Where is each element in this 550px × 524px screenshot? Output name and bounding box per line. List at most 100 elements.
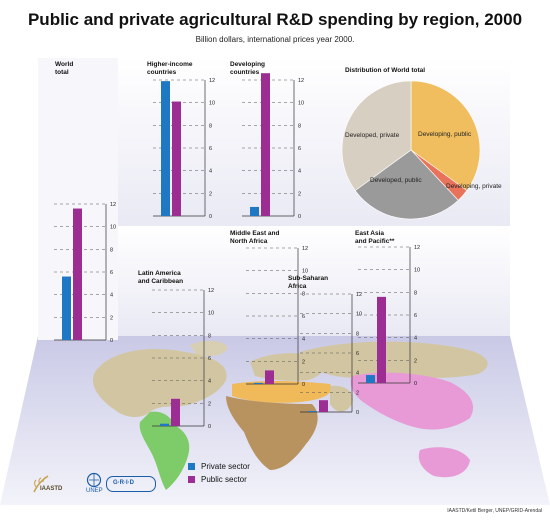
tick-label-eap: 12: [414, 245, 420, 251]
tick-label-developing: 8: [298, 123, 301, 129]
bar-chart-developing: 0 2 4 6 8 10 12 Developing countries: [230, 61, 304, 220]
tick-label-higher: 12: [209, 78, 215, 84]
tick-label-mena: 4: [302, 337, 305, 343]
tick-label-developing: 2: [298, 191, 301, 197]
tick-label-latam: 6: [208, 356, 211, 362]
pie-label-developing-private: Developing, private: [446, 183, 502, 190]
legend-swatch-public: [188, 476, 195, 483]
tick-label-ssa: 12: [356, 292, 362, 298]
tick-label-developing: 12: [298, 78, 304, 84]
bar-charts: 0 2 4 6 8 10 12 World total 0 2 4 6 8 10 12 Higher-incom…: [54, 61, 420, 430]
bar-latam-private: [160, 423, 169, 426]
tick-label-ssa: 8: [356, 331, 359, 337]
tick-label-latam: 0: [208, 424, 211, 430]
bar-eap-public: [377, 296, 386, 383]
tick-label-world: 0: [110, 338, 113, 344]
tick-label-developing: 6: [298, 146, 301, 152]
tick-label-world: 6: [110, 270, 113, 276]
panel-title-mena: Middle East and North Africa: [230, 230, 280, 245]
tick-label-mena: 12: [302, 246, 308, 252]
bar-latam-public: [171, 398, 180, 426]
map-latin-america: [139, 411, 190, 490]
grid-logo: G·R·I·D: [106, 476, 156, 492]
map-russia: [300, 341, 488, 379]
map-south-asia: [330, 385, 353, 412]
legend-swatch-private: [188, 463, 195, 470]
bar-higher-public: [172, 101, 181, 216]
panel-title-ssa: Sub-Saharan Africa: [288, 275, 328, 290]
pie-label-developed-private: Developed, private: [345, 132, 400, 139]
map-australia: [418, 447, 470, 478]
panel-title-latam: Latin America and Caribbean: [138, 270, 183, 285]
tick-label-higher: 4: [209, 169, 212, 175]
tick-label-higher: 10: [209, 101, 215, 107]
map-greenland: [190, 340, 228, 356]
map-mena: [232, 381, 332, 403]
bar-chart-eap: 0 2 4 6 8 10 12 East Asia and Pacific**: [355, 230, 420, 387]
tick-label-world: 2: [110, 315, 113, 321]
tick-label-eap: 10: [414, 268, 420, 274]
source-credit: IAASTD/Ketil Berger, UNEP/GRID-Arendal: [447, 508, 542, 514]
bar-ssa-public: [319, 400, 328, 412]
legend-label-private: Private sector: [201, 462, 250, 471]
panel-title-developing: Developing countries: [230, 61, 265, 76]
map-asia-pacific: [350, 372, 474, 430]
pie-slice-developing-public: [410, 80, 481, 191]
tick-label-ssa: 4: [356, 371, 359, 377]
legend: Private sector Public sector: [188, 462, 250, 488]
tick-label-ssa: 6: [356, 351, 359, 357]
tick-label-latam: 4: [208, 379, 211, 385]
bar-chart-latam: 0 2 4 6 8 10 12 Latin America and Caribbean: [138, 270, 214, 430]
tick-label-developing: 4: [298, 169, 301, 175]
bar-developing-public: [261, 73, 270, 216]
bar-ssa-private: [308, 411, 317, 412]
tick-label-ssa: 0: [356, 410, 359, 416]
pie-title: Distribution of World total: [345, 67, 425, 74]
tick-label-mena: 2: [302, 359, 305, 365]
tick-label-latam: 8: [208, 333, 211, 339]
distribution-pie: Distribution of World total Developing, p…: [341, 67, 502, 220]
unep-logo-text: UNEP: [86, 488, 103, 494]
tick-label-eap: 2: [414, 358, 417, 364]
tick-label-higher: 8: [209, 123, 212, 129]
legend-item-private: Private sector: [188, 462, 250, 471]
grid-logo-text: G·R·I·D: [113, 480, 134, 486]
tick-label-eap: 0: [414, 381, 417, 387]
tick-label-world: 8: [110, 247, 113, 253]
iaastd-logo-text: IAASTD: [40, 486, 63, 492]
legend-label-public: Public sector: [201, 475, 247, 484]
panel-title-higher: Higher-income countries: [147, 61, 193, 76]
map-africa: [226, 396, 318, 470]
unep-logo: UNEP: [86, 472, 103, 494]
wheat-icon: [33, 475, 49, 493]
tick-label-latam: 12: [208, 288, 214, 294]
tick-label-mena: 6: [302, 314, 305, 320]
panel-title-eap: East Asia and Pacific**: [355, 230, 395, 245]
unep-globe-icon: [86, 472, 102, 488]
chart-title: Public and private agricultural R&D spen…: [27, 10, 523, 29]
bar-eap-private: [366, 375, 375, 383]
bar-mena-public: [265, 370, 274, 384]
bar-chart-mena: 0 2 4 6 8 10 12 Middle East and North Africa: [230, 230, 308, 388]
tick-label-eap: 6: [414, 313, 417, 319]
tick-label-eap: 4: [414, 336, 417, 342]
tick-label-world: 4: [110, 293, 113, 299]
tick-label-higher: 0: [209, 214, 212, 220]
pie-slice-developed-public: [354, 149, 459, 220]
tick-label-mena: 8: [302, 291, 305, 297]
bar-chart-world: 0 2 4 6 8 10 12 World total: [54, 61, 116, 344]
tick-label-ssa: 2: [356, 390, 359, 396]
bar-mena-private: [254, 382, 263, 384]
tick-label-developing: 0: [298, 214, 301, 220]
tick-label-latam: 2: [208, 401, 211, 407]
world-map: [92, 340, 488, 490]
chart-subtitle: Billion dollars, international prices ye…: [195, 35, 355, 44]
tick-label-world: 12: [110, 202, 116, 208]
tick-label-latam: 10: [208, 311, 214, 317]
tick-label-mena: 0: [302, 382, 305, 388]
iaastd-logo: IAASTD: [28, 474, 62, 494]
tick-label-mena: 10: [302, 269, 308, 275]
bar-world-private: [62, 276, 71, 340]
